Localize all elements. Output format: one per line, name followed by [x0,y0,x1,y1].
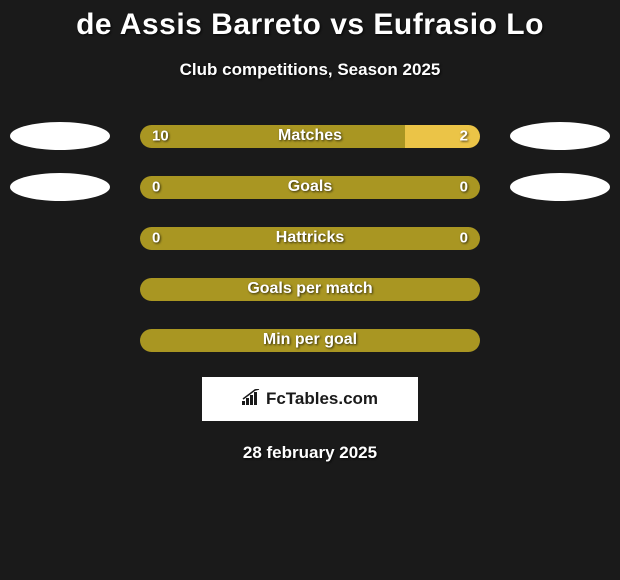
stat-bar: Hattricks 0 0 [140,227,480,250]
spacer [510,224,610,252]
stat-row: Min per goal [0,326,620,354]
stat-bar: Matches 10 2 [140,125,480,148]
stat-bar: Goals 0 0 [140,176,480,199]
spacer [10,326,110,354]
stat-label: Goals per match [247,280,372,298]
spacer [510,326,610,354]
date-text: 28 february 2025 [0,443,620,463]
page-title: de Assis Barreto vs Eufrasio Lo [0,8,620,42]
stat-bar: Goals per match [140,278,480,301]
attribution-content: FcTables.com [242,389,378,410]
attribution-text: FcTables.com [266,389,378,409]
stat-value-left: 0 [152,179,160,196]
stat-row: Goals 0 0 [0,173,620,201]
stat-row: Hattricks 0 0 [0,224,620,252]
stat-bar-right [405,125,480,148]
stat-value-left: 0 [152,230,160,247]
page-subtitle: Club competitions, Season 2025 [0,60,620,80]
stat-label: Min per goal [263,331,357,349]
stat-value-right: 2 [460,128,468,145]
spacer [510,275,610,303]
stat-row: Goals per match [0,275,620,303]
stat-label: Goals [288,178,332,196]
chart-icon [242,389,262,410]
comparison-infographic: de Assis Barreto vs Eufrasio Lo Club com… [0,0,620,463]
stat-value-left: 10 [152,128,169,145]
player-left-avatar [10,122,110,150]
stat-rows: Matches 10 2 Goals 0 0 Hattricks 0 0 Goals per ma… [0,122,620,354]
stat-value-right: 0 [460,179,468,196]
stat-label: Matches [278,127,342,145]
spacer [10,224,110,252]
player-right-avatar [510,173,610,201]
stat-value-right: 0 [460,230,468,247]
attribution-banner: FcTables.com [202,377,418,421]
player-left-avatar [10,173,110,201]
stat-label: Hattricks [276,229,344,247]
player-right-avatar [510,122,610,150]
stat-row: Matches 10 2 [0,122,620,150]
stat-bar-left [140,125,405,148]
spacer [10,275,110,303]
stat-bar: Min per goal [140,329,480,352]
